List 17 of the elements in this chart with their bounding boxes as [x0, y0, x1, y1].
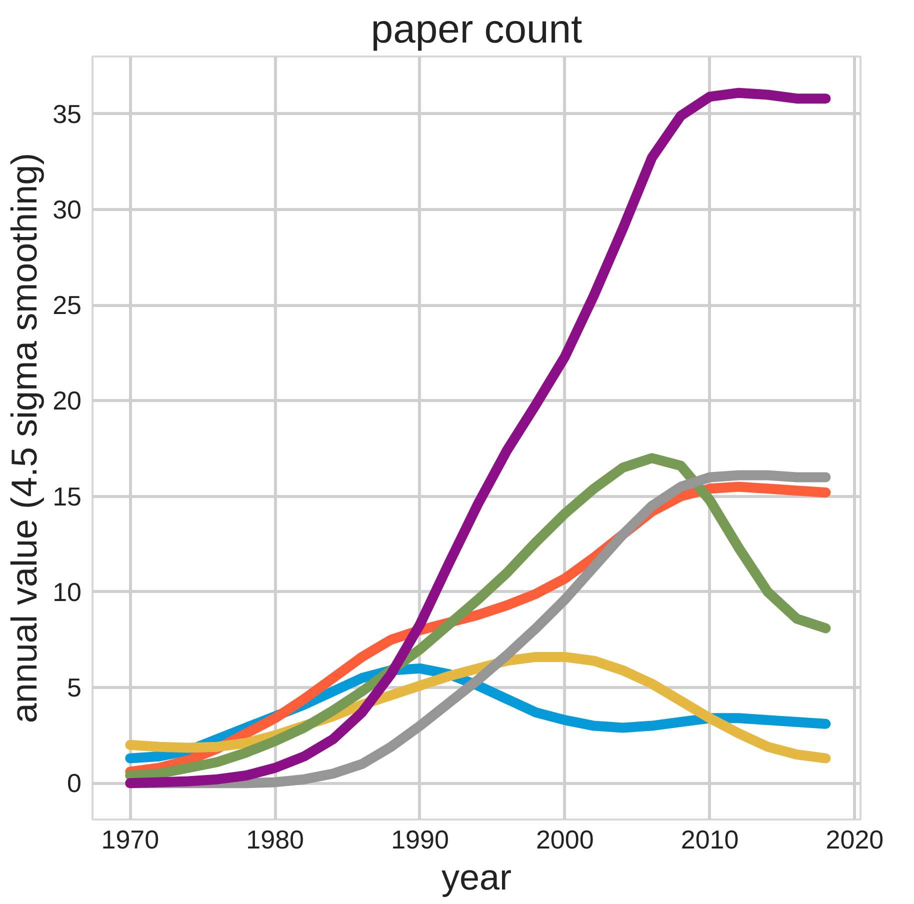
y-tick-label: 30 [52, 194, 82, 224]
x-axis-title: year [441, 856, 512, 898]
x-tick-label: 1980 [246, 824, 304, 854]
y-tick-label: 20 [52, 386, 82, 416]
y-tick-label: 5 [67, 672, 82, 703]
y-tick-label: 0 [67, 768, 82, 798]
x-tick-label: 2010 [680, 824, 739, 854]
y-axis-title: annual value (4.5 sigma smoothing) [4, 152, 45, 724]
x-tick-label: 2000 [536, 824, 594, 854]
chart-title: paper count [370, 8, 582, 52]
y-tick-label: 15 [52, 481, 82, 512]
y-tick-label: 35 [52, 98, 82, 129]
y-tick-label: 10 [52, 576, 82, 607]
y-tick-label: 25 [52, 290, 82, 320]
x-tick-label: 2020 [826, 824, 884, 854]
x-tick-label: 1990 [391, 824, 449, 854]
x-tick-label: 1970 [101, 824, 160, 854]
